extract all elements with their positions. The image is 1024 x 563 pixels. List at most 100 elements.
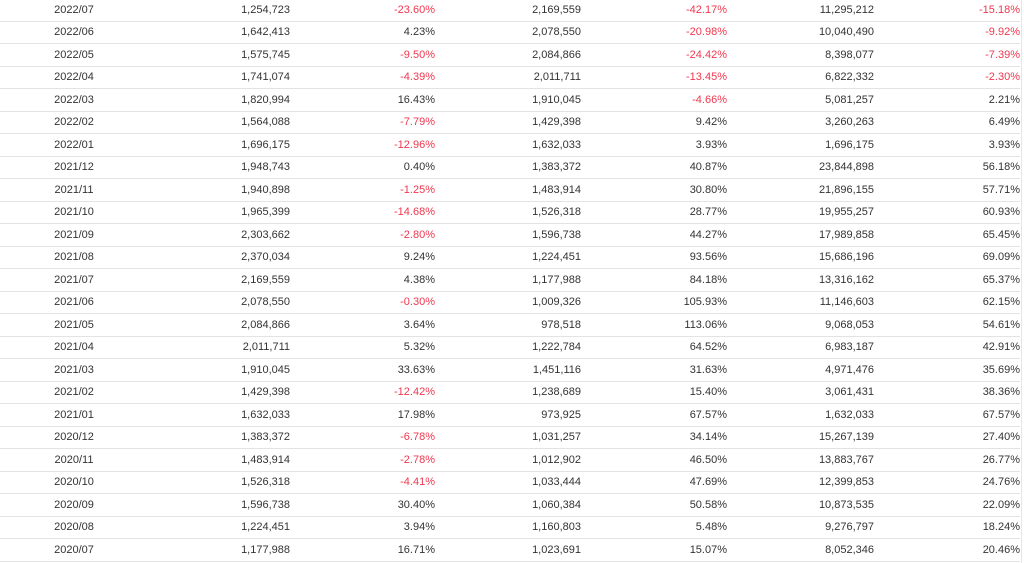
cumulative-change-cell: 22.09% [874,493,1020,517]
prev-year-value-cell: 2,078,550 [435,21,581,44]
yoy-change-cell: -4.66% [581,88,727,112]
change-cell: 9.24% [290,246,435,269]
table-row: 2020/10 1,526,318 -4.41% 1,033,444 47.69% 12,… [0,471,1020,494]
cumulative-cell: 13,883,767 [727,448,874,472]
change-cell: -4.41% [290,471,435,494]
yoy-change-cell: 105.93% [581,291,727,314]
cumulative-change-cell: 56.18% [874,156,1020,179]
value-cell: 1,632,033 [148,403,290,427]
cumulative-cell: 1,632,033 [727,403,874,427]
value-cell: 1,965,399 [148,201,290,224]
month-cell: 2020/11 [0,448,148,472]
value-cell: 2,078,550 [148,291,290,314]
prev-year-value-cell: 1,033,444 [435,471,581,494]
cumulative-change-cell: 57.71% [874,178,1020,202]
prev-year-value-cell: 1,526,318 [435,201,581,224]
value-cell: 1,575,745 [148,43,290,67]
prev-year-value-cell: 1,451,116 [435,358,581,382]
cumulative-cell: 4,971,476 [727,358,874,382]
month-cell: 2020/08 [0,516,148,539]
cumulative-change-cell: 35.69% [874,358,1020,382]
cumulative-cell: 19,955,257 [727,201,874,224]
prev-year-value-cell: 1,012,902 [435,448,581,472]
change-cell: 33.63% [290,358,435,382]
month-cell: 2020/09 [0,493,148,517]
yoy-change-cell: -20.98% [581,21,727,44]
cumulative-change-cell: 54.61% [874,313,1020,337]
yoy-change-cell: 3.93% [581,133,727,157]
table-row: 2021/04 2,011,711 5.32% 1,222,784 64.52% 6,98… [0,336,1020,359]
table-row: 2021/02 1,429,398 -12.42% 1,238,689 15.40% 3,… [0,381,1020,404]
cumulative-cell: 10,040,490 [727,21,874,44]
table-row: 2020/12 1,383,372 -6.78% 1,031,257 34.14% 15,… [0,426,1020,449]
prev-year-value-cell: 1,238,689 [435,381,581,404]
cumulative-change-cell: 67.57% [874,403,1020,427]
yoy-change-cell: 67.57% [581,403,727,427]
prev-year-value-cell: 1,224,451 [435,246,581,269]
table-row: 2021/12 1,948,743 0.40% 1,383,372 40.87% 23,8… [0,156,1020,179]
change-cell: 16.43% [290,88,435,112]
yoy-change-cell: 15.40% [581,381,727,404]
table-row: 2020/08 1,224,451 3.94% 1,160,803 5.48% 9,276… [0,516,1020,539]
yoy-change-cell: -13.45% [581,66,727,89]
table-row: 2021/11 1,940,898 -1.25% 1,483,914 30.80% 21,… [0,178,1020,202]
value-cell: 2,169,559 [148,268,290,292]
cumulative-change-cell: 24.76% [874,471,1020,494]
table-row: 2021/07 2,169,559 4.38% 1,177,988 84.18% 13,3… [0,268,1020,292]
cumulative-change-cell: 42.91% [874,336,1020,359]
prev-year-value-cell: 2,084,866 [435,43,581,67]
yoy-change-cell: 40.87% [581,156,727,179]
month-cell: 2022/02 [0,111,148,134]
month-cell: 2020/07 [0,538,148,562]
cumulative-cell: 3,061,431 [727,381,874,404]
value-cell: 1,642,413 [148,21,290,44]
prev-year-value-cell: 2,011,711 [435,66,581,89]
month-cell: 2021/05 [0,313,148,337]
cumulative-cell: 9,068,053 [727,313,874,337]
month-cell: 2021/12 [0,156,148,179]
cumulative-change-cell: -15.18% [874,0,1020,22]
prev-year-value-cell: 1,596,738 [435,223,581,247]
cumulative-cell: 5,081,257 [727,88,874,112]
yoy-change-cell: 84.18% [581,268,727,292]
cumulative-cell: 3,260,263 [727,111,874,134]
cumulative-change-cell: -2.30% [874,66,1020,89]
value-cell: 1,483,914 [148,448,290,472]
change-cell: 4.23% [290,21,435,44]
change-cell: -12.42% [290,381,435,404]
table-row: 2022/07 1,254,723 -23.60% 2,169,559 -42.17% 1… [0,0,1020,22]
yoy-change-cell: 93.56% [581,246,727,269]
prev-year-value-cell: 2,169,559 [435,0,581,22]
cumulative-cell: 12,399,853 [727,471,874,494]
change-cell: -2.78% [290,448,435,472]
cumulative-cell: 21,896,155 [727,178,874,202]
prev-year-value-cell: 1,910,045 [435,88,581,112]
table-row: 2021/05 2,084,866 3.64% 978,518 113.06% 9,068… [0,313,1020,337]
yoy-change-cell: 28.77% [581,201,727,224]
cumulative-change-cell: 65.45% [874,223,1020,247]
table-row: 2022/02 1,564,088 -7.79% 1,429,398 9.42% 3,26… [0,111,1020,134]
change-cell: 3.94% [290,516,435,539]
change-cell: 30.40% [290,493,435,517]
cumulative-cell: 17,989,858 [727,223,874,247]
value-cell: 2,011,711 [148,336,290,359]
table-row: 2021/10 1,965,399 -14.68% 1,526,318 28.77% 19… [0,201,1020,224]
cumulative-cell: 10,873,535 [727,493,874,517]
change-cell: 5.32% [290,336,435,359]
value-cell: 1,177,988 [148,538,290,562]
yoy-change-cell: 5.48% [581,516,727,539]
value-cell: 1,526,318 [148,471,290,494]
month-cell: 2022/05 [0,43,148,67]
change-cell: -14.68% [290,201,435,224]
cumulative-change-cell: 27.40% [874,426,1020,449]
table-row: 2021/01 1,632,033 17.98% 973,925 67.57% 1,632… [0,403,1020,427]
prev-year-value-cell: 978,518 [435,313,581,337]
cumulative-change-cell: 2.21% [874,88,1020,112]
value-cell: 1,383,372 [148,426,290,449]
month-cell: 2022/03 [0,88,148,112]
yoy-change-cell: 64.52% [581,336,727,359]
change-cell: -0.30% [290,291,435,314]
value-cell: 1,564,088 [148,111,290,134]
month-cell: 2021/07 [0,268,148,292]
